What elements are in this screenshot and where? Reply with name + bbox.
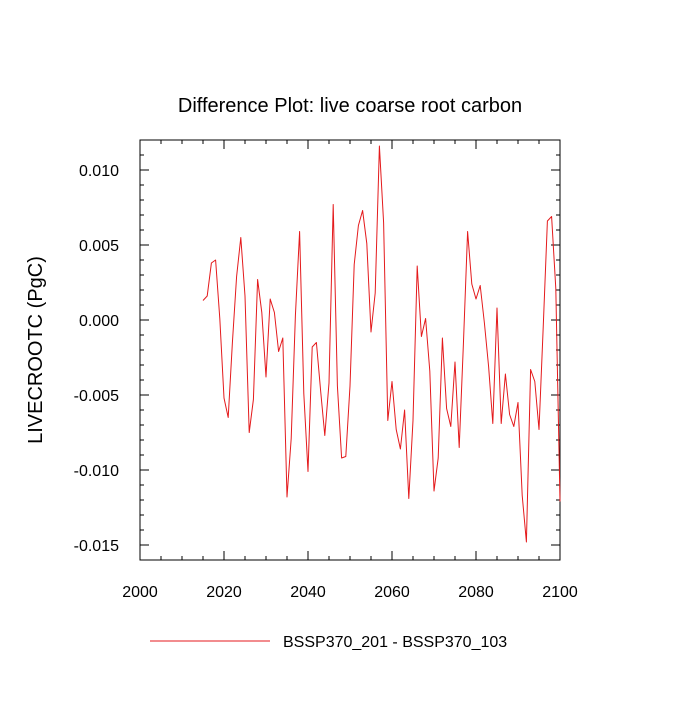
- legend-label: BSSP370_201 - BSSP370_103: [283, 634, 507, 651]
- x-tick-label: 2000: [122, 584, 158, 601]
- series-line: [202, 145, 561, 543]
- x-tick-label: 2040: [290, 584, 326, 601]
- data-series: [202, 145, 561, 543]
- y-tick-label: -0.005: [74, 388, 119, 405]
- y-tick-label: 0.005: [79, 238, 119, 255]
- axis-ticks: [139, 139, 561, 561]
- x-tick-label: 2020: [206, 584, 242, 601]
- y-tick-labels: -0.015 -0.010 -0.005 0.000 0.005 0.010: [74, 163, 119, 555]
- x-tick-label: 2100: [542, 584, 578, 601]
- y-axis-label: LIVECROOTC (PgC): [25, 256, 47, 444]
- y-tick-label: 0.010: [79, 163, 119, 180]
- y-tick-label: -0.015: [74, 538, 119, 555]
- chart-title: Difference Plot: live coarse root carbon: [178, 95, 522, 117]
- y-tick-label: -0.010: [74, 463, 119, 480]
- plot-frame: [139, 139, 561, 561]
- x-tick-labels: 2000 2020 2040 2060 2080 2100: [122, 584, 578, 601]
- x-tick-label: 2080: [458, 584, 494, 601]
- legend: BSSP370_201 - BSSP370_103: [150, 634, 507, 651]
- x-tick-label: 2060: [374, 584, 410, 601]
- y-tick-label: 0.000: [79, 313, 119, 330]
